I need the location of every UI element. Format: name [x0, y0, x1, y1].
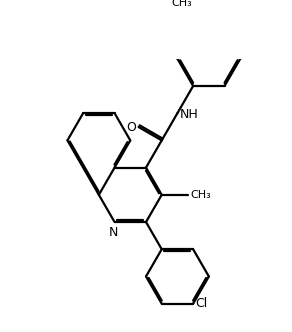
Text: CH₃: CH₃ — [171, 0, 192, 8]
Text: Cl: Cl — [195, 297, 207, 310]
Text: N: N — [109, 226, 118, 239]
Text: NH: NH — [180, 108, 199, 121]
Text: O: O — [126, 121, 136, 133]
Text: CH₃: CH₃ — [190, 190, 211, 200]
